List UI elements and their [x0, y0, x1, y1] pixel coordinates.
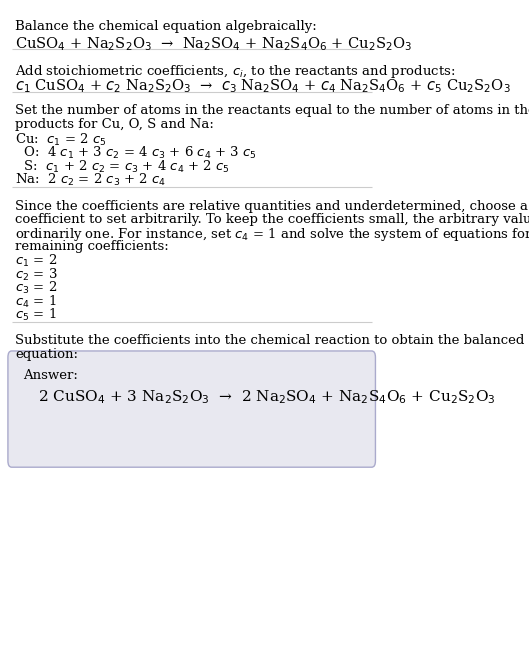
Text: ordinarily one. For instance, set $c_4$ = 1 and solve the system of equations fo: ordinarily one. For instance, set $c_4$ …: [15, 226, 529, 243]
Text: equation:: equation:: [15, 348, 78, 361]
Text: $c_2$ = 3: $c_2$ = 3: [15, 267, 58, 283]
Text: Since the coefficients are relative quantities and underdetermined, choose a: Since the coefficients are relative quan…: [15, 199, 528, 213]
Text: S:  $c_1$ + 2 $c_2$ = $c_3$ + 4 $c_4$ + 2 $c_5$: S: $c_1$ + 2 $c_2$ = $c_3$ + 4 $c_4$ + 2…: [15, 159, 230, 175]
Text: $c_1$ = 2: $c_1$ = 2: [15, 253, 58, 269]
Text: $c_4$ = 1: $c_4$ = 1: [15, 294, 57, 309]
Text: coefficient to set arbitrarily. To keep the coefficients small, the arbitrary va: coefficient to set arbitrarily. To keep …: [15, 213, 529, 226]
Text: 2 CuSO$_4$ + 3 Na$_2$S$_2$O$_3$  →  2 Na$_2$SO$_4$ + Na$_2$S$_4$O$_6$ + Cu$_2$S$: 2 CuSO$_4$ + 3 Na$_2$S$_2$O$_3$ → 2 Na$_…: [38, 389, 496, 406]
FancyBboxPatch shape: [8, 351, 376, 467]
Text: Balance the chemical equation algebraically:: Balance the chemical equation algebraica…: [15, 20, 317, 33]
Text: products for Cu, O, S and Na:: products for Cu, O, S and Na:: [15, 118, 214, 131]
Text: Substitute the coefficients into the chemical reaction to obtain the balanced: Substitute the coefficients into the che…: [15, 334, 525, 347]
Text: $c_3$ = 2: $c_3$ = 2: [15, 280, 58, 296]
Text: O:  4 $c_1$ + 3 $c_2$ = 4 $c_3$ + 6 $c_4$ + 3 $c_5$: O: 4 $c_1$ + 3 $c_2$ = 4 $c_3$ + 6 $c_4$…: [15, 146, 257, 161]
Text: Answer:: Answer:: [23, 369, 78, 382]
Text: Cu:  $c_1$ = 2 $c_5$: Cu: $c_1$ = 2 $c_5$: [15, 132, 107, 148]
Text: remaining coefficients:: remaining coefficients:: [15, 240, 169, 253]
Text: Na:  2 $c_2$ = 2 $c_3$ + 2 $c_4$: Na: 2 $c_2$ = 2 $c_3$ + 2 $c_4$: [15, 172, 167, 188]
Text: CuSO$_4$ + Na$_2$S$_2$O$_3$  →  Na$_2$SO$_4$ + Na$_2$S$_4$O$_6$ + Cu$_2$S$_2$O$_: CuSO$_4$ + Na$_2$S$_2$O$_3$ → Na$_2$SO$_…: [15, 35, 413, 52]
Text: Add stoichiometric coefficients, $c_i$, to the reactants and products:: Add stoichiometric coefficients, $c_i$, …: [15, 63, 456, 80]
Text: $c_5$ = 1: $c_5$ = 1: [15, 307, 57, 323]
Text: Set the number of atoms in the reactants equal to the number of atoms in the: Set the number of atoms in the reactants…: [15, 104, 529, 118]
Text: $c_1$ CuSO$_4$ + $c_2$ Na$_2$S$_2$O$_3$  →  $c_3$ Na$_2$SO$_4$ + $c_4$ Na$_2$S$_: $c_1$ CuSO$_4$ + $c_2$ Na$_2$S$_2$O$_3$ …: [15, 78, 511, 95]
